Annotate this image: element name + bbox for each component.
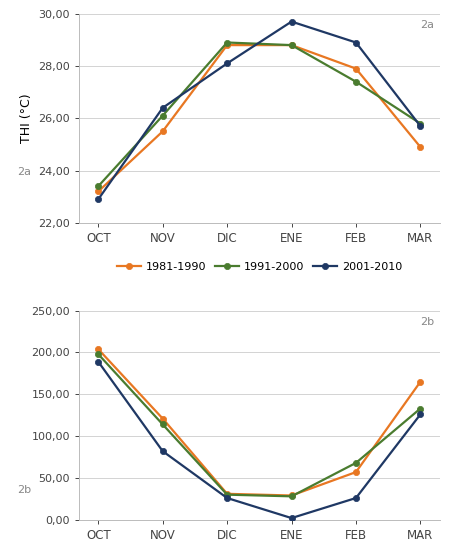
2001-2010 [160, 104, 166, 111]
1981-1990 [160, 128, 166, 135]
Line: 1981-1990: 1981-1990 [95, 42, 423, 195]
1991-2000 [96, 183, 101, 190]
2001-2010 [160, 448, 166, 454]
Y-axis label: THI (°C): THI (°C) [19, 94, 32, 143]
1981-1990 [353, 65, 359, 72]
1981-1990 [289, 42, 294, 48]
1991-2000 [289, 42, 294, 48]
1981-1990 [225, 42, 230, 48]
1991-2000 [225, 491, 230, 498]
2001-2010 [353, 39, 359, 46]
Line: 2001-2010: 2001-2010 [95, 19, 423, 202]
Text: 2a: 2a [420, 20, 434, 30]
1991-2000 [353, 79, 359, 85]
1981-1990 [418, 378, 423, 385]
1991-2000 [160, 112, 166, 119]
2001-2010 [418, 123, 423, 129]
Text: 2b: 2b [18, 485, 32, 494]
Text: 2b: 2b [420, 317, 434, 327]
1991-2000 [160, 421, 166, 428]
1991-2000 [96, 351, 101, 358]
1981-1990 [96, 188, 101, 195]
1981-1990 [160, 415, 166, 422]
Line: 1991-2000: 1991-2000 [95, 351, 423, 499]
2001-2010 [96, 359, 101, 365]
2001-2010 [225, 60, 230, 67]
Line: 1981-1990: 1981-1990 [95, 346, 423, 499]
2001-2010 [289, 18, 294, 25]
1991-2000 [418, 405, 423, 412]
Line: 2001-2010: 2001-2010 [95, 359, 423, 521]
1981-1990 [418, 144, 423, 150]
2001-2010 [418, 411, 423, 417]
Line: 1991-2000: 1991-2000 [95, 40, 423, 189]
2001-2010 [289, 515, 294, 521]
2001-2010 [96, 196, 101, 202]
2001-2010 [225, 494, 230, 501]
1991-2000 [289, 493, 294, 499]
1991-2000 [418, 120, 423, 127]
1981-1990 [353, 469, 359, 475]
1981-1990 [96, 346, 101, 353]
1981-1990 [289, 492, 294, 499]
1991-2000 [353, 460, 359, 466]
Text: 2a: 2a [18, 167, 32, 177]
1991-2000 [225, 39, 230, 46]
2001-2010 [353, 494, 359, 501]
1981-1990 [225, 491, 230, 497]
Legend: 1981-1990, 1991-2000, 2001-2010: 1981-1990, 1991-2000, 2001-2010 [112, 257, 406, 277]
